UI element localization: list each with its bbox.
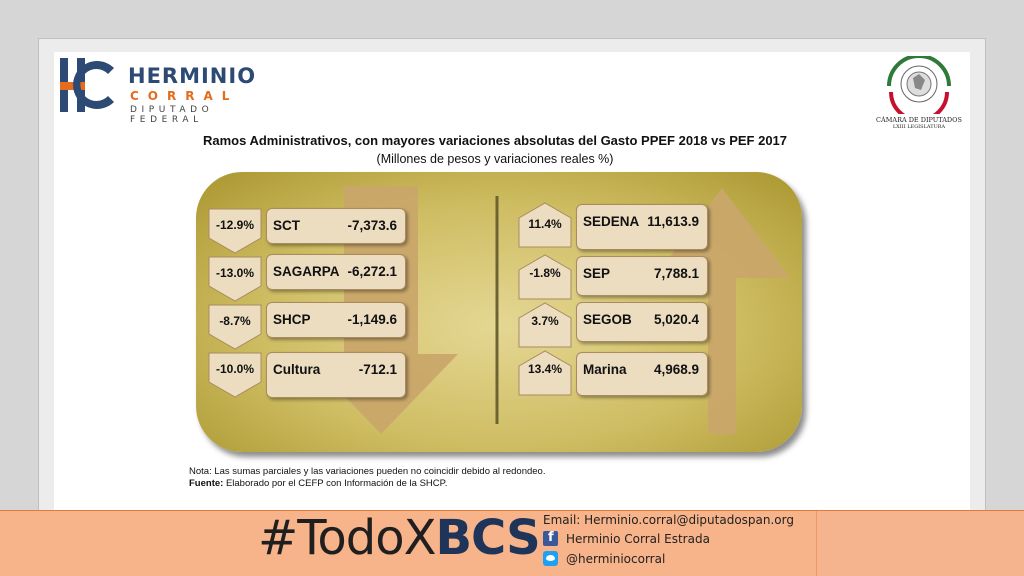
- contact-email[interactable]: Email: Herminio.corral@diputadospan.org: [543, 513, 794, 527]
- item-name: SHCP: [273, 312, 311, 327]
- down-chevron-shape: [208, 208, 262, 254]
- facebook-icon: [543, 530, 558, 546]
- hashtag-part-a: #TodoX: [258, 510, 436, 566]
- item-box-shcp: SHCP -1,149.6: [266, 302, 406, 338]
- logo-name-first: HERMINIO: [128, 64, 257, 88]
- pct-cultura: -10.0%: [215, 362, 255, 376]
- item-box-marina: Marina 4,968.9: [576, 352, 708, 396]
- item-name: SEDENA: [583, 214, 640, 229]
- seal-sublabel: LXIII LEGISLATURA: [892, 124, 946, 130]
- item-name: Marina: [583, 362, 627, 377]
- item-box-sep: SEP 7,788.1: [576, 256, 708, 296]
- item-value: 4,968.9: [653, 362, 699, 377]
- item-value: -712.1: [358, 362, 397, 377]
- item-box-sedena: SEDENA 11,613.9: [576, 204, 708, 250]
- twitter-handle: @herminiocorral: [566, 551, 666, 566]
- item-name: SCT: [273, 218, 300, 233]
- pct-marina: 13.4%: [527, 362, 563, 376]
- item-value: 5,020.4: [653, 312, 699, 327]
- up-chevron-shape: [518, 302, 572, 348]
- mexican-eagle-seal-icon: [887, 56, 951, 114]
- down-chevron-shape: [208, 304, 262, 350]
- twitter-contact[interactable]: @herminiocorral: [543, 551, 665, 566]
- footnote: Nota: Las sumas parciales y las variacio…: [189, 466, 545, 490]
- slide-subtitle: (Millones de pesos y variaciones reales …: [376, 152, 614, 166]
- source-label: Fuente:: [189, 478, 224, 489]
- hc-logo-icon: [60, 58, 114, 112]
- item-value: 11,613.9: [647, 214, 699, 229]
- pct-segob: 3.7%: [531, 314, 559, 328]
- item-box-segob: SEGOB 5,020.4: [576, 302, 708, 342]
- bottom-banner: [0, 510, 1024, 576]
- up-chevron-shape: [518, 350, 572, 396]
- pct-shcp: -8.7%: [219, 314, 251, 328]
- item-value: -7,373.6: [347, 218, 397, 233]
- item-box-cultura: Cultura -712.1: [266, 352, 406, 398]
- item-box-sct: SCT -7,373.6: [266, 208, 406, 244]
- pct-sep: -1.8%: [529, 266, 561, 280]
- pct-sct: -12.9%: [215, 218, 255, 232]
- hashtag-part-b: BCS: [435, 510, 540, 566]
- item-name: SEP: [583, 266, 611, 281]
- item-value: -1,149.6: [347, 312, 397, 327]
- logo-role: DIPUTADO FEDERAL: [130, 105, 214, 125]
- seal-label: CÁMARA DE DIPUTADOS: [876, 116, 962, 124]
- down-chevron-shape: [208, 256, 262, 302]
- facebook-contact[interactable]: Herminio Corral Estrada: [543, 530, 710, 546]
- footnote-line-1: Nota: Las sumas parciales y las variacio…: [189, 466, 546, 477]
- pct-sedena: 11.4%: [528, 217, 562, 231]
- hashtag: #TodoXBCS: [258, 510, 541, 566]
- item-name: SAGARPA: [273, 264, 340, 279]
- herminio-corral-logo: HERMINIO CORRAL DIPUTADO FEDERAL: [58, 56, 288, 125]
- item-name: Cultura: [273, 362, 321, 377]
- item-value: -6,272.1: [347, 264, 397, 279]
- footnote-line-2: Fuente: Elaborado por el CEFP con Inform…: [189, 478, 545, 490]
- pct-sagarpa: -13.0%: [215, 266, 255, 280]
- down-chevron-shape: [208, 352, 262, 398]
- item-box-sagarpa: SAGARPA -6,272.1: [266, 254, 406, 290]
- item-name: SEGOB: [583, 312, 632, 327]
- up-chevron-shape: [518, 202, 572, 248]
- banner-right-panel: [816, 511, 1024, 576]
- up-chevron-shape: [518, 254, 572, 300]
- item-value: 7,788.1: [653, 266, 699, 281]
- slide-title: Ramos Administrativos, con mayores varia…: [202, 133, 788, 148]
- facebook-name: Herminio Corral Estrada: [566, 531, 710, 546]
- twitter-icon: [543, 551, 558, 566]
- camara-seal: CÁMARA DE DIPUTADOS LXIII LEGISLATURA: [876, 56, 962, 146]
- source-text: Elaborado por el CEFP con Información de…: [225, 478, 448, 489]
- logo-name-last: CORRAL: [130, 89, 239, 103]
